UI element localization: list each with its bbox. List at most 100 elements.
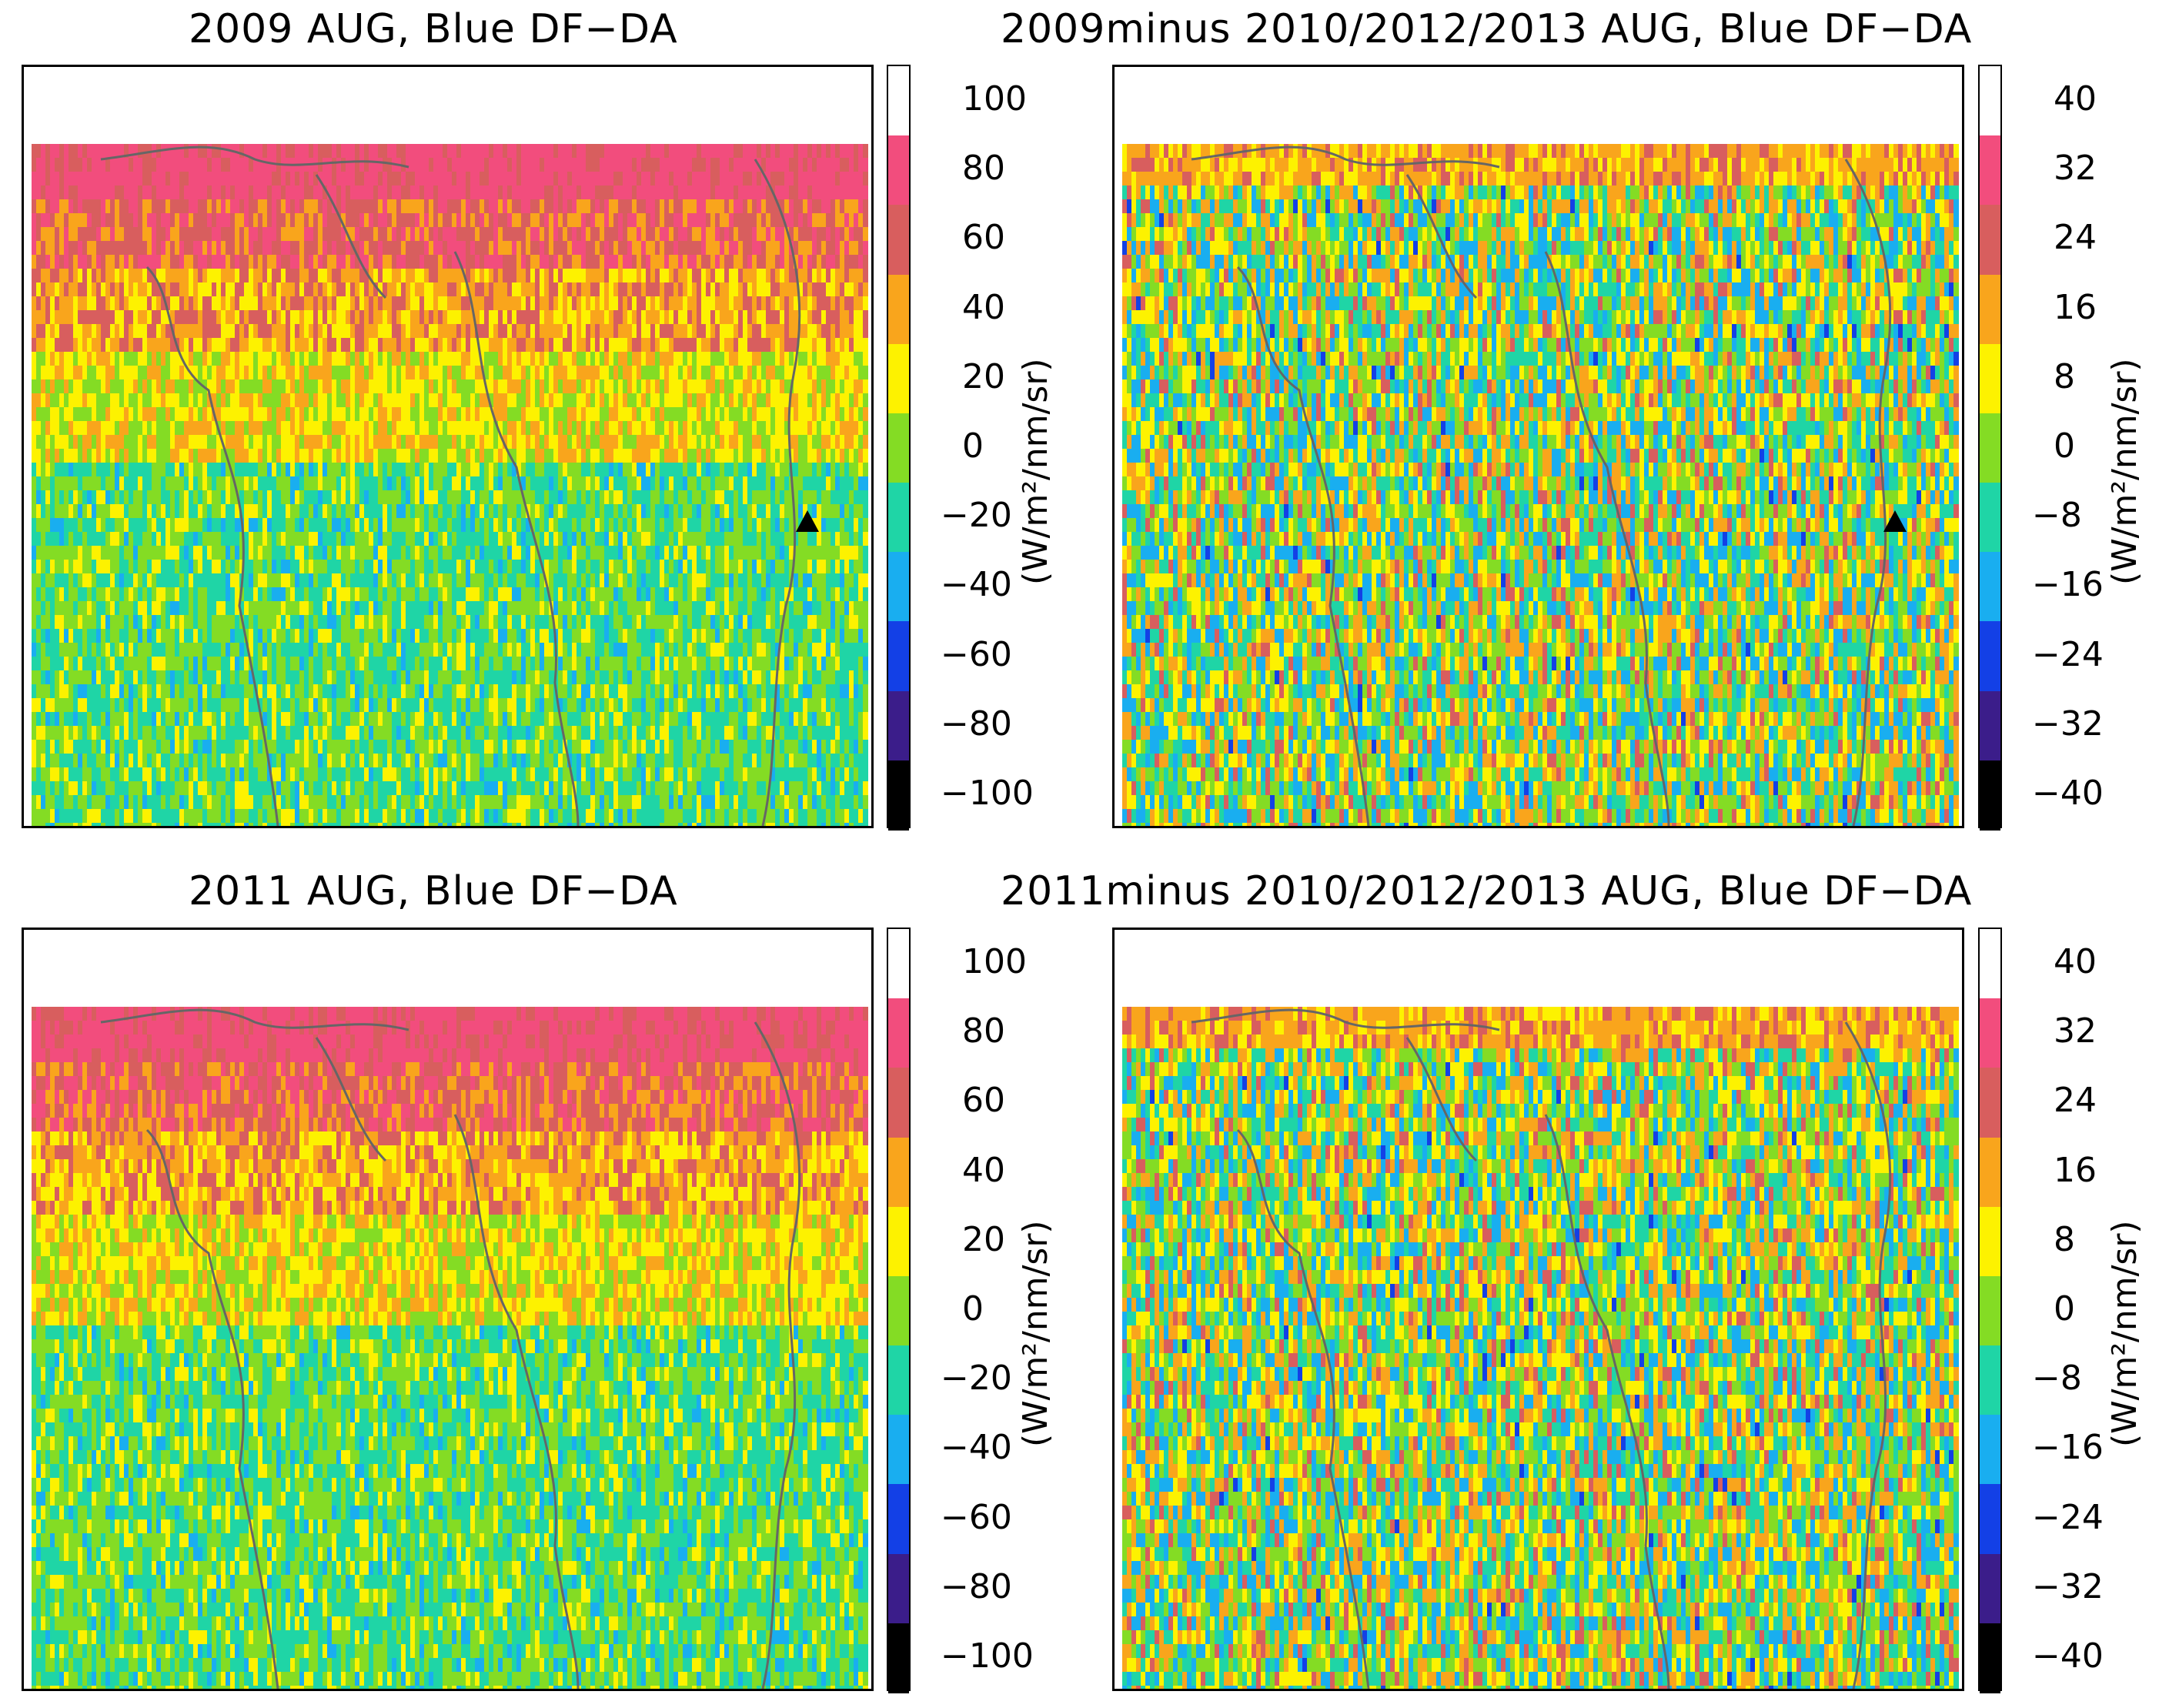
colorbar-segment [1980,690,2000,761]
colorbar-segment [1980,998,2000,1069]
colorbar-segment [888,274,909,345]
coastline [754,159,801,826]
colorbar-segment [888,760,909,831]
colorbar-tick-label: 32 [2054,149,2097,188]
heatmap-field [24,930,871,1689]
colorbar-unit-label: (W/m²/nm/sr) [1016,358,1055,585]
colorbar-segment [1980,1484,2000,1555]
colorbar-segment [888,621,909,692]
heatmap-map [22,928,874,1691]
colorbar-tick-label: −24 [2032,635,2104,674]
colorbar-segment [888,343,909,414]
colorbar-tick-label: 40 [962,1151,1005,1190]
colorbar-tick-label: −32 [2032,1567,2104,1606]
colorbar-segment [1980,483,2000,553]
colorbar-segment [888,135,909,206]
colorbar-segment [1980,135,2000,206]
coastline [453,1114,580,1689]
colorbar-tick-label: −100 [941,1636,1034,1676]
colorbar-segment [888,552,909,623]
colorbar-tick-label: −24 [2032,1498,2104,1537]
colorbar-segment [888,1137,909,1208]
colorbar-tick-label: 8 [2054,357,2075,396]
coastline [1236,266,1370,826]
coastline [1844,159,1892,826]
colorbar-tick-label: 40 [2054,79,2097,119]
colorbar-tick-label: 0 [2054,1289,2075,1329]
coastline [1191,145,1500,169]
colorbar-unit-label: (W/m²/nm/sr) [1016,1220,1055,1447]
colorbar-tick-label: −40 [941,565,1012,604]
heatmap-field [1115,67,1962,826]
colorbar-segment [888,1553,909,1624]
coastline [1844,1021,1892,1689]
colorbar-segment [1980,1553,2000,1624]
panel-title: 2011 AUG, Blue DF−DA [189,868,678,914]
panel-title: 2009minus 2010/2012/2013 AUG, Blue DF−DA [1001,6,1972,52]
coastline [315,174,387,299]
coastline [1236,1128,1370,1689]
colorbar-tick-label: −100 [941,774,1034,813]
colorbar-tick-label: 40 [2054,942,2097,981]
colorbar-tick-label: 0 [962,426,984,466]
colorbar-segment [1980,760,2000,831]
colorbar-segment [888,66,909,136]
colorbar-tick-label: −8 [2032,496,2082,535]
colorbar-segment [1980,929,2000,999]
colorbar-segment [1980,552,2000,623]
colorbar [887,928,911,1693]
colorbar-tick-label: 0 [2054,426,2075,466]
colorbar-segment [1980,1068,2000,1138]
colorbar-unit-label: (W/m²/nm/sr) [2105,1220,2144,1447]
colorbar-tick-label: −32 [2032,704,2104,744]
colorbar-segment [888,1484,909,1555]
colorbar-segment [888,1345,909,1416]
heatmap-map [22,65,874,828]
colorbar-segment [888,1415,909,1486]
site-marker-icon [1883,510,1907,532]
colorbar-tick-label: 80 [962,149,1005,188]
colorbar-unit-label: (W/m²/nm/sr) [2105,358,2144,585]
colorbar-segment [1980,66,2000,136]
coastline [1544,1114,1670,1689]
colorbar-segment [1980,1345,2000,1416]
colorbar-tick-label: 20 [962,1220,1005,1259]
colorbar-segment [1980,1206,2000,1277]
colorbar-tick-label: 16 [2054,288,2097,327]
coastline [1405,1037,1478,1162]
colorbar-segment [888,1623,909,1693]
colorbar-segment [888,690,909,761]
colorbar [1978,65,2002,831]
colorbar-tick-label: −16 [2032,1428,2104,1467]
colorbar [887,65,911,831]
colorbar-tick-label: 24 [2054,1081,2097,1120]
colorbar-tick-label: −20 [941,1359,1012,1398]
coastline [145,1128,279,1689]
coastline [453,251,580,826]
colorbar-tick-label: −80 [941,704,1012,744]
colorbar-tick-label: −80 [941,1567,1012,1606]
colorbar-segment [888,413,909,483]
colorbar-segment [1980,343,2000,414]
colorbar-tick-label: −40 [941,1428,1012,1467]
colorbar-segment [1980,1137,2000,1208]
colorbar-segment [888,998,909,1069]
coastline [1405,174,1478,299]
colorbar-tick-label: 40 [962,288,1005,327]
colorbar-tick-label: −16 [2032,565,2104,604]
colorbar-tick-label: 20 [962,357,1005,396]
colorbar-segment [1980,1623,2000,1693]
colorbar-segment [1980,274,2000,345]
coastline [100,1008,409,1031]
heatmap-map [1112,65,1964,828]
coastline [315,1037,387,1162]
colorbar-segment [888,929,909,999]
colorbar-tick-label: −60 [941,635,1012,674]
colorbar-tick-label: 0 [962,1289,984,1329]
heatmap-map [1112,928,1964,1691]
colorbar-segment [888,205,909,276]
colorbar-segment [1980,1415,2000,1486]
colorbar-tick-label: −40 [2032,774,2104,813]
colorbar-tick-label: −8 [2032,1359,2082,1398]
colorbar-tick-label: 80 [962,1011,1005,1051]
